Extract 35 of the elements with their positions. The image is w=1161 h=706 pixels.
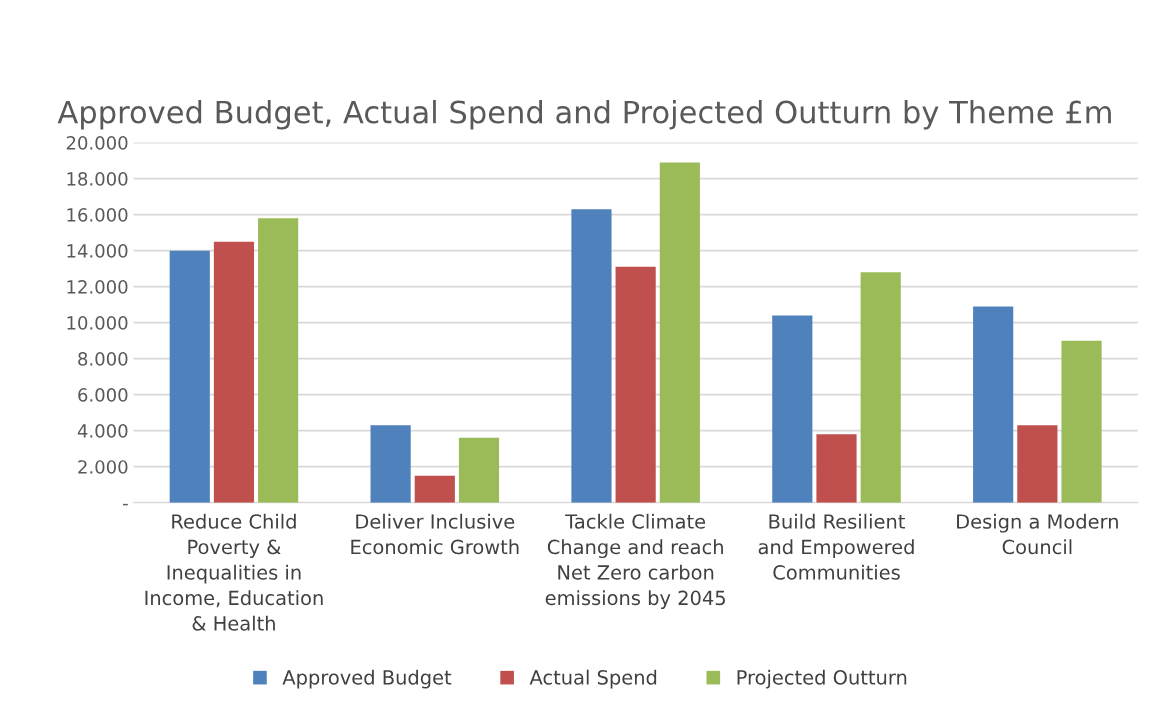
x-tick-label: Design a Modern Council [957, 513, 1118, 555]
bar [816, 434, 857, 503]
x-tick-label: Tackle Climate Change and reach Net Zero carbon emissions by 2045 [545, 513, 725, 609]
bar [571, 209, 612, 503]
bar [414, 475, 455, 503]
y-tick-label: 14.000 [67, 244, 128, 258]
x-tick-label: Reduce Child Poverty & Inequalities in Income, Education & Health [145, 513, 323, 631]
y-tick-label: 16.000 [67, 208, 128, 222]
y-tick-label: 20.000 [66, 136, 128, 150]
y-tick-label: 4.000 [77, 424, 128, 438]
bar [659, 162, 700, 503]
legend-label: Projected Outturn [737, 669, 907, 689]
bar [370, 425, 411, 503]
x-tick-label: Build Resilient and Empowered Communities [758, 513, 914, 580]
y-tick-label: 6.000 [78, 388, 128, 402]
legend-label: Actual Spend [529, 669, 657, 689]
y-tick-label: 2.000 [78, 460, 128, 474]
y-tick-label: 18.000 [67, 172, 128, 186]
bar [258, 218, 299, 503]
bar [458, 437, 500, 503]
bar [1017, 425, 1058, 503]
bar [860, 272, 901, 503]
y-tick-label: 8.000 [78, 352, 128, 366]
chart-title: Approved Budget, Actual Spend and Projected Outturn by Theme £m [57, 99, 1111, 130]
bar [213, 241, 255, 503]
bar [772, 315, 813, 503]
y-tick-label: 12.000 [67, 280, 128, 294]
x-tick-label: Deliver Inclusive Economic Growth [351, 513, 519, 555]
bar [615, 266, 656, 503]
legend-label: Approved Budget [282, 669, 452, 689]
bar [1061, 340, 1102, 503]
bar [973, 306, 1014, 503]
y-tick-label: 10.000 [67, 316, 128, 330]
bar [169, 250, 210, 503]
y-tick-label: - [123, 503, 128, 506]
